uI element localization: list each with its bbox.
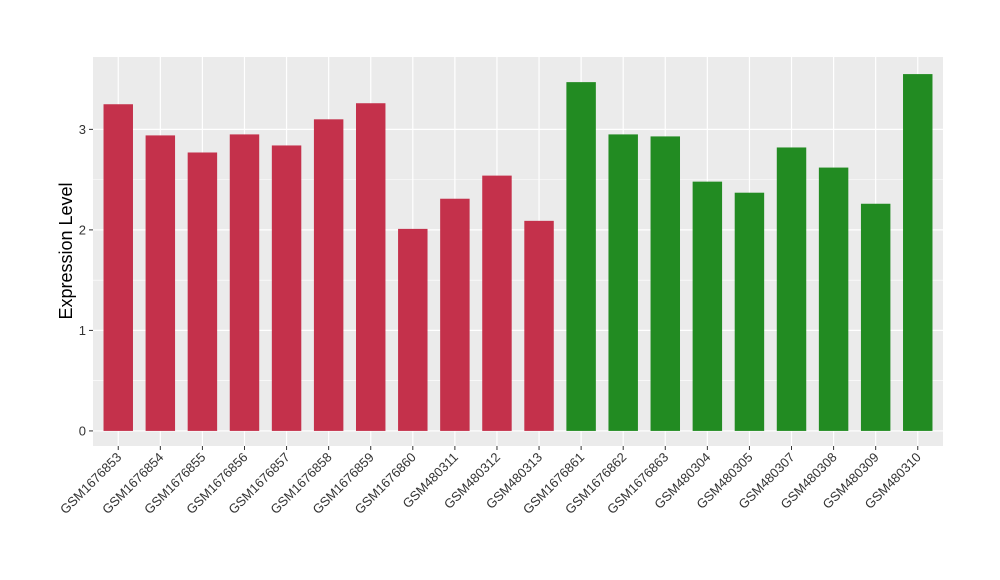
y-axis-title: Expression Level	[56, 182, 76, 319]
bar-GSM1676856	[229, 134, 260, 431]
plot-panel	[93, 57, 943, 446]
bar-GSM480312	[482, 175, 512, 431]
bar-GSM1676858	[313, 119, 344, 431]
x-axis: GSM1676853GSM1676854GSM1676855GSM1676856…	[57, 446, 924, 517]
bar-GSM480310	[903, 74, 933, 431]
bar-GSM1676859	[355, 103, 386, 431]
y-tick-label: 1	[79, 323, 86, 338]
y-tick-label: 2	[79, 222, 86, 237]
bar-GSM480305	[734, 192, 765, 431]
bar-GSM1676855	[187, 152, 218, 431]
bar-GSM480311	[440, 198, 470, 431]
bar-GSM480304	[692, 181, 723, 431]
y-axis: 0 1 2 3	[79, 122, 93, 438]
bar-GSM1676857	[271, 145, 302, 431]
bar-GSM1676861	[566, 82, 596, 431]
bar-GSM1676854	[145, 135, 176, 431]
bar-GSM1676862	[608, 134, 638, 431]
bar-GSM1676860	[398, 228, 428, 431]
y-tick-label: 0	[79, 423, 86, 438]
bar-GSM480313	[524, 220, 554, 431]
bars	[103, 74, 933, 431]
bar-GSM480307	[776, 147, 807, 431]
y-tick-label: 3	[79, 122, 86, 137]
bar-GSM480308	[818, 167, 849, 431]
bar-GSM480309	[860, 203, 891, 431]
bar-GSM1676853	[103, 104, 133, 431]
bar-GSM1676863	[650, 136, 681, 431]
